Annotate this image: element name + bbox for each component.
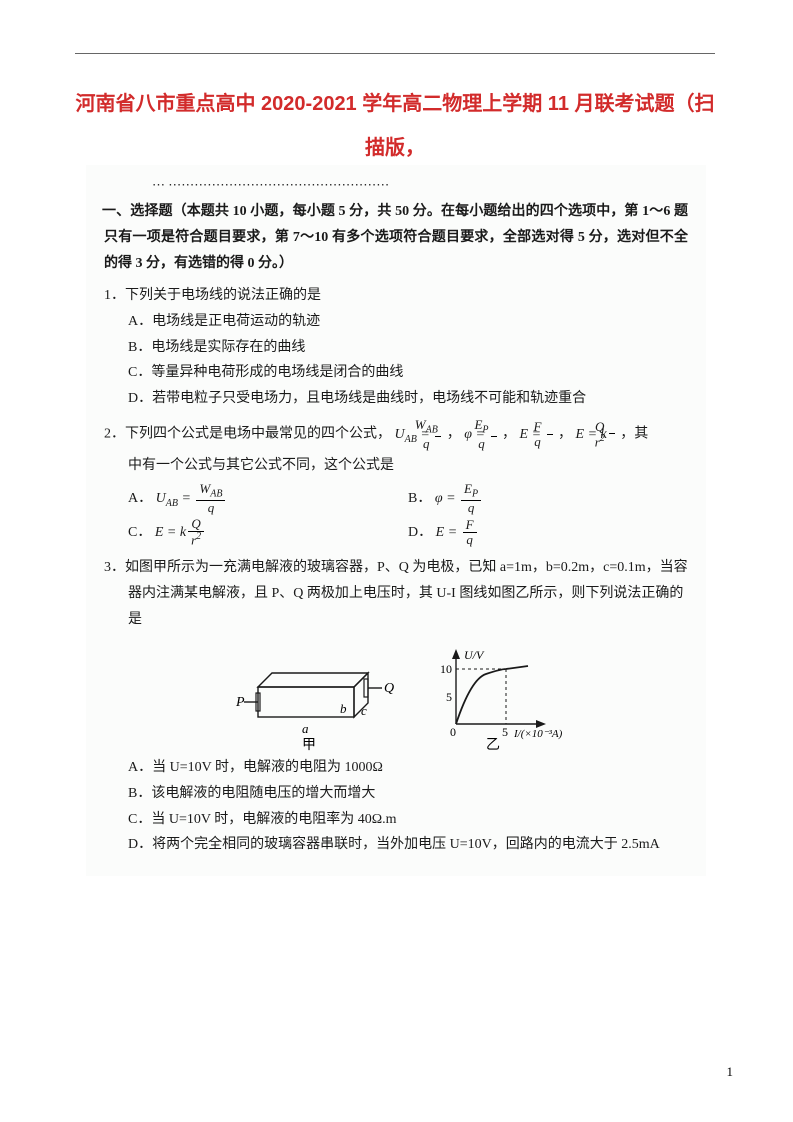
origin-0: 0 [450,725,456,739]
q3-stem: 如图甲所示为一充满电解液的玻璃容器，P、Q 为电极，已知 a=1m，b=0.2m… [125,560,688,627]
ytick-5: 5 [446,690,452,704]
xlabel: I/(×10⁻³A) [513,728,563,740]
q2-option-b: B． φ = EPq [408,482,688,516]
label-yi: 乙 [486,737,500,751]
q1-number: 1． [104,288,125,303]
q1-option-b: B．电场线是实际存在的曲线 [128,335,688,361]
q3-option-d: D．将两个完全相同的玻璃容器串联时，当外加电压 U=10V，回路内的电流大于 2… [128,832,688,858]
label-b: b [340,701,347,716]
q2-stem-a: 下列四个公式是电场中最常见的四个公式， [125,427,391,442]
q2-stem-b: ，其 [620,427,648,442]
q3-option-c: C．当 U=10V 时，电解液的电阻率为 40Ω.m [128,807,688,833]
q2-stem-2: 中有一个公式与其它公式不同，这个公式是 [128,451,688,482]
scanned-content: ⋯ ⋯⋯⋯⋯⋯⋯⋯⋯⋯⋯⋯⋯⋯⋯⋯⋯⋯ 一、选择题（本题共 10 小题，每小题 … [86,165,706,876]
top-horizontal-rule [75,53,715,54]
q2-formula-2: φ = EPq [464,427,502,442]
q1-options: A．电场线是正电荷运动的轨迹 B．电场线是实际存在的曲线 C．等量异种电荷形成的… [104,309,688,413]
q2-formula-3: E = Fq [520,427,559,442]
label-jia: 甲 [302,738,316,751]
truncated-text-top: ⋯ ⋯⋯⋯⋯⋯⋯⋯⋯⋯⋯⋯⋯⋯⋯⋯⋯⋯ [152,173,688,197]
title-line-1: 河南省八市重点高中 2020-2021 学年高二物理上学期 11 月联考试题（扫… [75,82,715,170]
question-2: 2．下列四个公式是电场中最常见的四个公式， UAB = WABq ， φ = E… [104,418,688,482]
q3-options: A．当 U=10V 时，电解液的电阻为 1000Ω B．该电解液的电阻随电压的增… [104,755,688,859]
q3-option-a: A．当 U=10V 时，电解液的电阻为 1000Ω [128,755,688,781]
q2-option-a: A． UAB = WABq [128,482,408,516]
q2-number: 2． [104,427,125,442]
q1-option-a: A．电场线是正电荷运动的轨迹 [128,309,688,335]
label-p: P [235,695,245,710]
q1-option-c: C．等量异种电荷形成的电场线是闭合的曲线 [128,360,688,386]
q2-formula-1: UAB = WABq [395,427,447,442]
xtick-5: 5 [502,725,508,739]
section-1-text: 选择题（本题共 10 小题，每小题 5 分，共 50 分。在每小题给出的四个选项… [104,204,688,271]
label-a: a [302,721,309,736]
label-c: c [361,703,367,718]
q1-option-d: D．若带电粒子只受电场力，且电场线是曲线时，电场线不可能和轨迹重合 [128,386,688,412]
question-3: 3．如图甲所示为一充满电解液的玻璃容器，P、Q 为电极，已知 a=1m，b=0.… [104,555,688,633]
ylabel: U/V [464,648,485,662]
q2-options-row-1: A． UAB = WABq B． φ = EPq [104,482,688,516]
q1-stem: 下列关于电场线的说法正确的是 [125,288,321,303]
label-q: Q [384,681,394,696]
q3-diagram: P Q a b c 甲 [104,641,688,751]
q2-option-d: D． E = Fq [408,516,688,550]
q3-option-b: B．该电解液的电阻随电压的增大而增大 [128,781,688,807]
q2-option-c: C． E = kQr2 [128,516,408,550]
graph-diagram: U/V 10 5 0 5 I/(×10⁻³A) 乙 [440,648,563,751]
box-diagram: P Q a b c 甲 [235,673,394,751]
page-number: 1 [727,1064,734,1080]
q2-options-row-2: C． E = kQr2 D． E = Fq [104,516,688,550]
section-1-header: 一、选择题（本题共 10 小题，每小题 5 分，共 50 分。在每小题给出的四个… [104,199,688,277]
section-1-label: 一、 [102,204,130,219]
question-1: 1．下列关于电场线的说法正确的是 [104,283,688,309]
q2-formula-4: E = kQr2 [576,427,621,442]
diagram-svg: P Q a b c 甲 [226,641,566,751]
q3-number: 3． [104,560,125,575]
ytick-10: 10 [440,662,452,676]
